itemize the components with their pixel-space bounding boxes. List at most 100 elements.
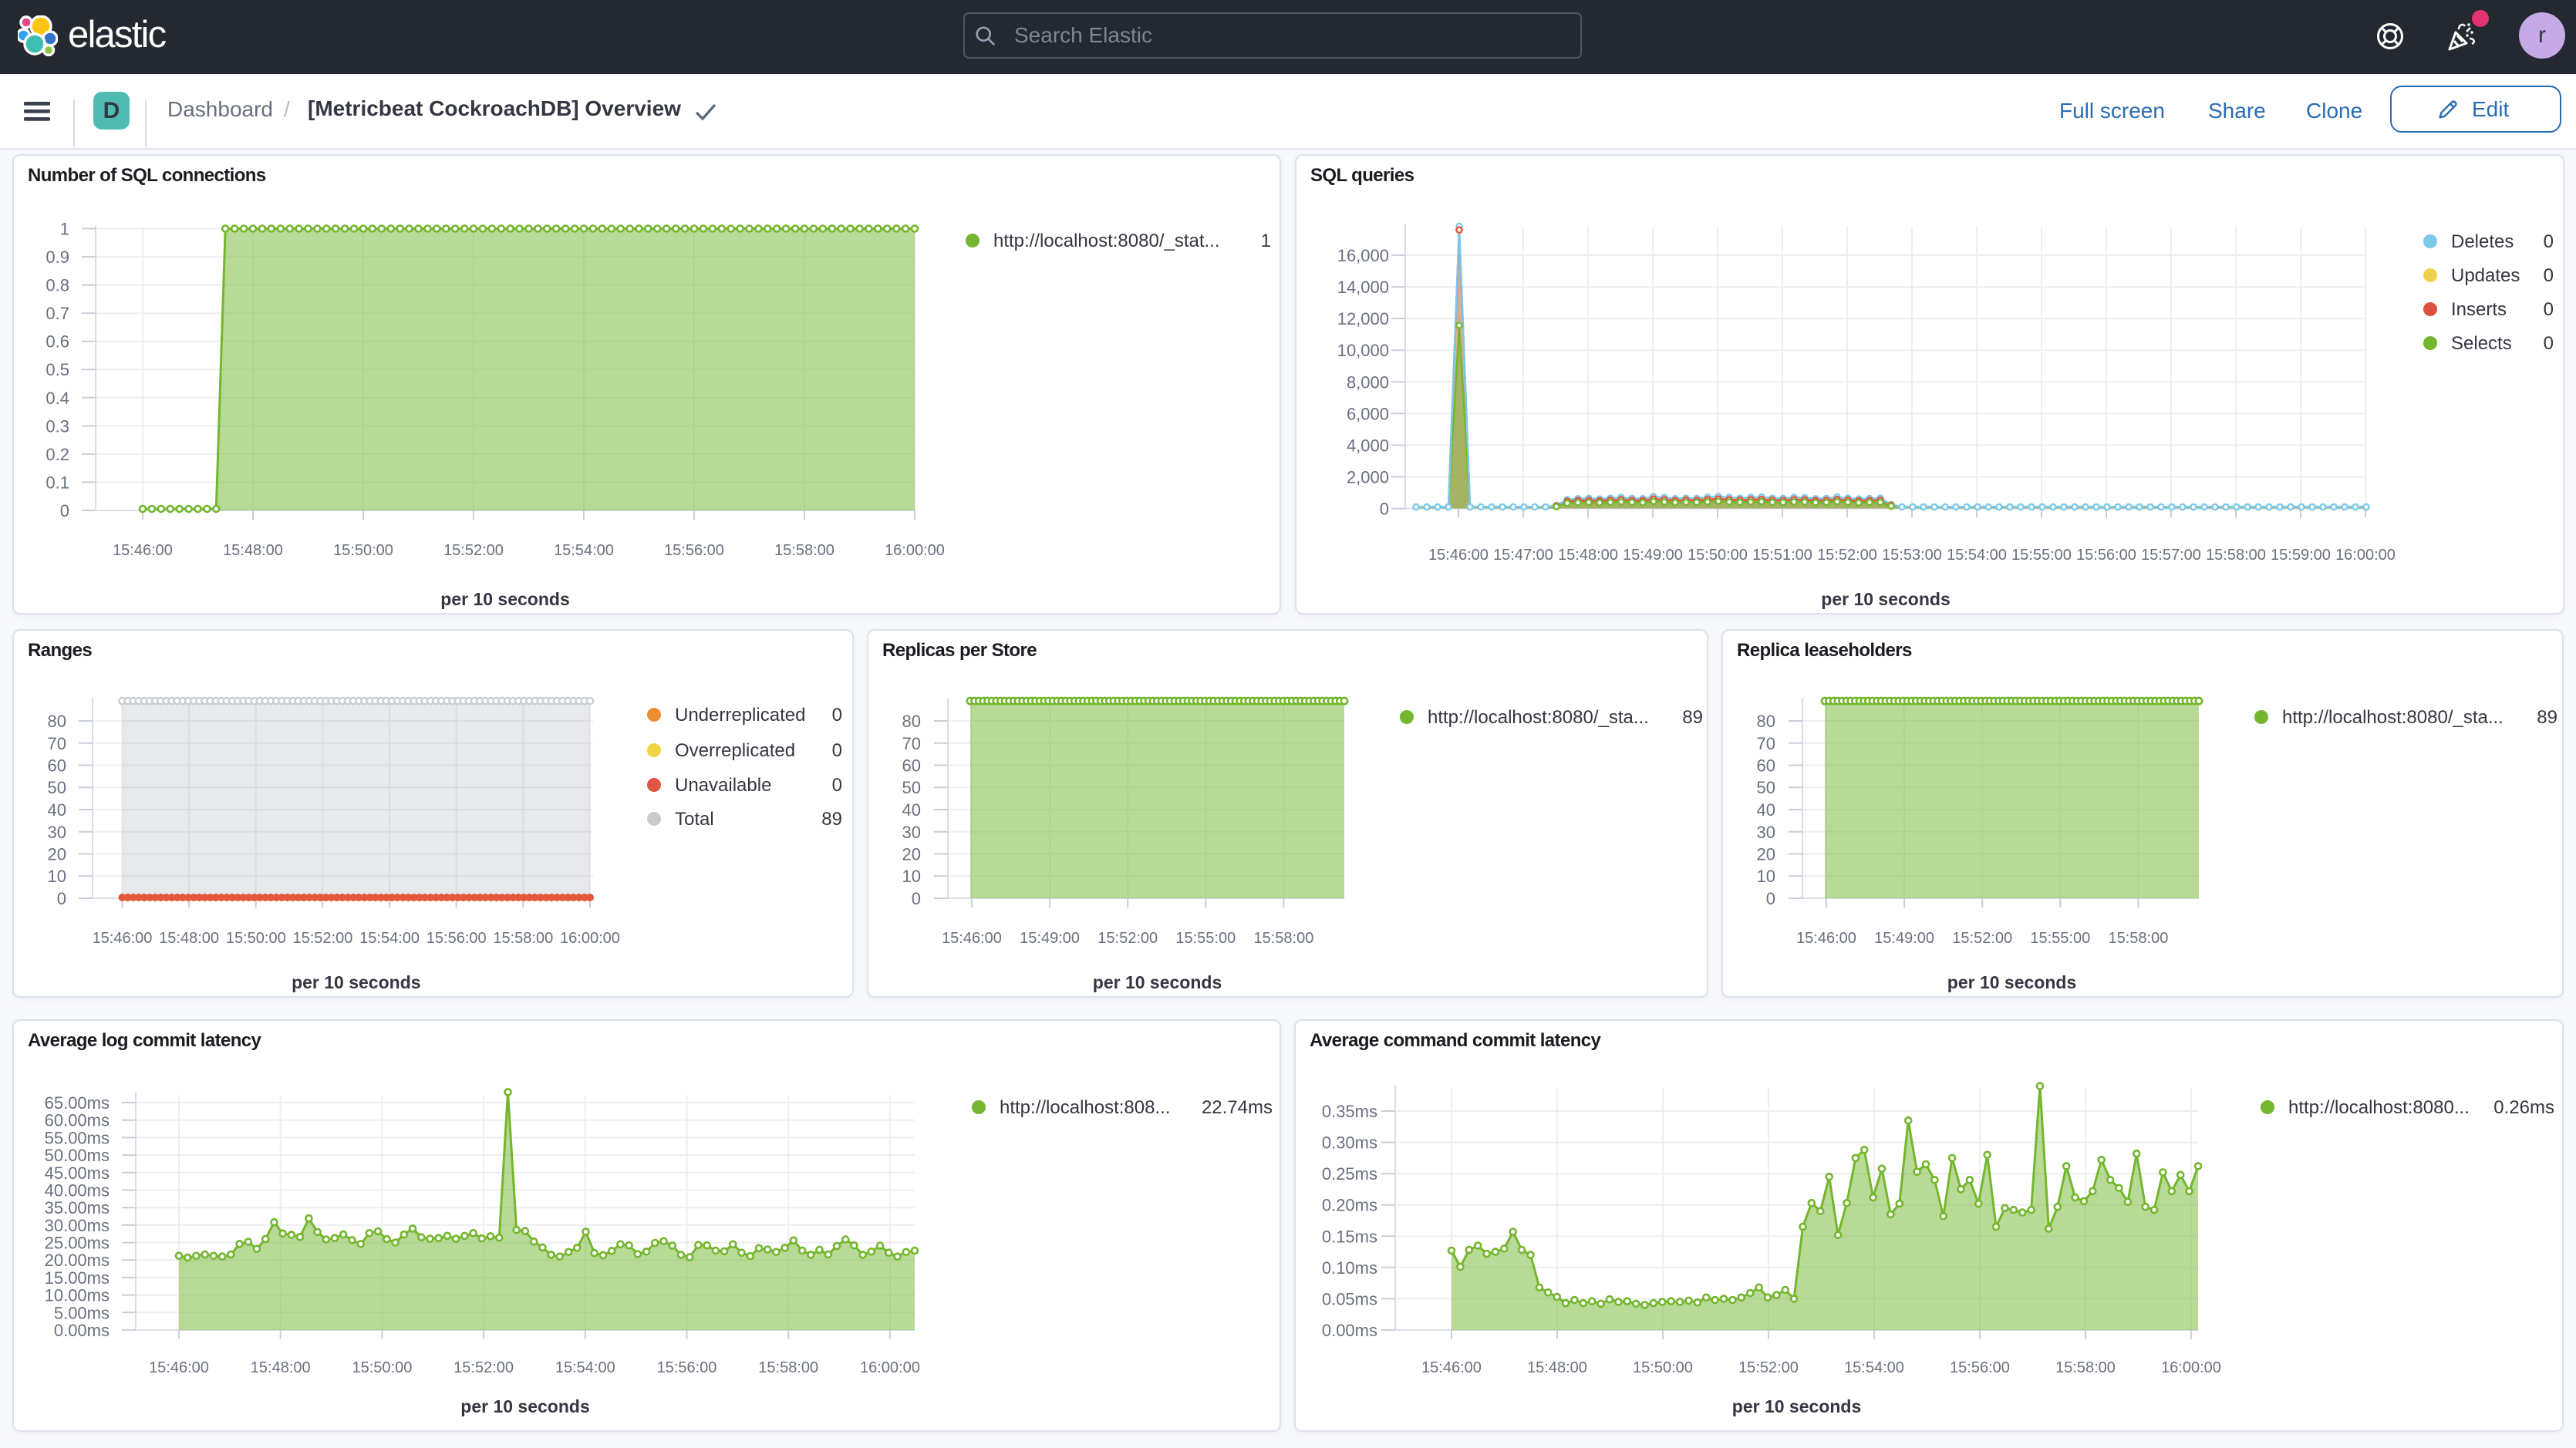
svg-text:70: 70 — [1757, 734, 1775, 753]
svg-text:80: 80 — [902, 712, 921, 731]
svg-text:Updates: Updates — [2451, 265, 2520, 286]
svg-text:15:50:00: 15:50:00 — [352, 1359, 412, 1376]
svg-text:15:52:00: 15:52:00 — [443, 542, 504, 559]
svg-text:15:58:00: 15:58:00 — [493, 930, 553, 947]
svg-text:30: 30 — [902, 823, 921, 842]
svg-text:15:58:00: 15:58:00 — [1253, 930, 1313, 947]
svg-text:45.00ms: 45.00ms — [45, 1163, 110, 1183]
svg-text:per 10 seconds: per 10 seconds — [460, 1396, 589, 1416]
svg-text:80: 80 — [1757, 712, 1775, 731]
svg-text:15:49:00: 15:49:00 — [1874, 930, 1934, 947]
svg-text:0.10ms: 0.10ms — [1322, 1258, 1377, 1278]
svg-text:0: 0 — [912, 889, 921, 908]
svg-text:15:58:00: 15:58:00 — [758, 1359, 818, 1376]
svg-text:30.00ms: 30.00ms — [45, 1216, 110, 1235]
svg-text:http://localhost:8080...: http://localhost:8080... — [2288, 1097, 2470, 1118]
svg-text:15:46:00: 15:46:00 — [942, 930, 1002, 947]
svg-text:16:00:00: 16:00:00 — [885, 542, 945, 559]
svg-text:15:50:00: 15:50:00 — [226, 930, 286, 947]
svg-text:Selects: Selects — [2451, 333, 2512, 354]
svg-text:15:46:00: 15:46:00 — [1428, 547, 1489, 564]
svg-text:15:54:00: 15:54:00 — [359, 930, 420, 947]
svg-text:50: 50 — [902, 778, 921, 797]
svg-text:8,000: 8,000 — [1347, 372, 1389, 392]
svg-text:1: 1 — [60, 220, 69, 239]
svg-text:0.00ms: 0.00ms — [54, 1321, 110, 1340]
svg-text:16:00:00: 16:00:00 — [860, 1359, 920, 1376]
svg-text:15:57:00: 15:57:00 — [2141, 547, 2201, 564]
svg-text:Total: Total — [675, 809, 714, 830]
svg-text:10,000: 10,000 — [1337, 341, 1389, 360]
svg-text:15.00ms: 15.00ms — [45, 1268, 110, 1288]
svg-text:0: 0 — [2544, 333, 2554, 354]
svg-text:15:48:00: 15:48:00 — [223, 542, 283, 559]
svg-text:10: 10 — [48, 867, 66, 886]
svg-text:60: 60 — [48, 756, 66, 776]
svg-text:15:51:00: 15:51:00 — [1752, 547, 1812, 564]
svg-text:40.00ms: 40.00ms — [45, 1181, 110, 1200]
svg-text:22.74ms: 22.74ms — [1202, 1097, 1273, 1118]
svg-text:16:00:00: 16:00:00 — [2335, 547, 2396, 564]
svg-text:http://localhost:8080/_sta...: http://localhost:8080/_sta... — [1428, 707, 1649, 728]
svg-text:0.25ms: 0.25ms — [1322, 1164, 1377, 1184]
svg-text:15:48:00: 15:48:00 — [251, 1359, 311, 1376]
svg-text:40: 40 — [902, 800, 921, 820]
svg-text:15:50:00: 15:50:00 — [1633, 1359, 1693, 1376]
svg-text:15:50:00: 15:50:00 — [1688, 547, 1748, 564]
svg-text:per 10 seconds: per 10 seconds — [1732, 1396, 1861, 1416]
svg-text:15:58:00: 15:58:00 — [774, 542, 835, 559]
svg-text:Deletes: Deletes — [2451, 231, 2514, 252]
svg-text:15:53:00: 15:53:00 — [1882, 547, 1942, 564]
svg-text:4,000: 4,000 — [1347, 436, 1389, 455]
svg-text:15:54:00: 15:54:00 — [1947, 547, 2007, 564]
svg-text:1: 1 — [1261, 231, 1271, 251]
svg-text:15:56:00: 15:56:00 — [657, 1359, 717, 1376]
svg-text:15:47:00: 15:47:00 — [1493, 547, 1553, 564]
svg-text:15:56:00: 15:56:00 — [664, 542, 724, 559]
svg-text:2,000: 2,000 — [1347, 467, 1389, 487]
svg-text:15:52:00: 15:52:00 — [453, 1359, 514, 1376]
svg-text:20.00ms: 20.00ms — [45, 1251, 110, 1270]
svg-text:20: 20 — [48, 845, 66, 864]
svg-text:per 10 seconds: per 10 seconds — [440, 589, 569, 609]
svg-text:0: 0 — [1766, 889, 1775, 908]
svg-text:89: 89 — [1682, 707, 1703, 728]
svg-text:15:49:00: 15:49:00 — [1020, 930, 1080, 947]
svg-text:15:56:00: 15:56:00 — [1950, 1359, 2010, 1376]
svg-text:http://localhost:808...: http://localhost:808... — [1000, 1097, 1170, 1118]
svg-text:0.4: 0.4 — [46, 389, 69, 408]
svg-text:0.15ms: 0.15ms — [1322, 1227, 1377, 1246]
svg-text:Underreplicated: Underreplicated — [675, 705, 805, 726]
svg-text:15:46:00: 15:46:00 — [1421, 1359, 1482, 1376]
svg-text:60: 60 — [902, 756, 921, 776]
svg-text:55.00ms: 55.00ms — [45, 1128, 110, 1147]
svg-text:70: 70 — [48, 734, 66, 753]
svg-text:20: 20 — [902, 845, 921, 864]
svg-text:Unavailable: Unavailable — [675, 775, 771, 796]
svg-text:65.00ms: 65.00ms — [45, 1093, 110, 1113]
svg-text:0.9: 0.9 — [46, 248, 69, 267]
svg-text:15:55:00: 15:55:00 — [2030, 930, 2090, 947]
svg-text:15:46:00: 15:46:00 — [93, 930, 153, 947]
svg-text:0.8: 0.8 — [46, 276, 69, 295]
svg-text:5.00ms: 5.00ms — [54, 1303, 110, 1322]
svg-text:15:56:00: 15:56:00 — [2076, 547, 2136, 564]
svg-text:15:52:00: 15:52:00 — [292, 930, 352, 947]
svg-text:0.1: 0.1 — [46, 473, 69, 492]
svg-text:30: 30 — [48, 823, 66, 842]
svg-text:0.35ms: 0.35ms — [1322, 1102, 1377, 1121]
svg-text:15:48:00: 15:48:00 — [159, 930, 219, 947]
svg-text:15:56:00: 15:56:00 — [427, 930, 487, 947]
svg-text:http://localhost:8080/_stat...: http://localhost:8080/_stat... — [993, 231, 1220, 251]
svg-text:per 10 seconds: per 10 seconds — [1821, 589, 1950, 609]
svg-text:50.00ms: 50.00ms — [45, 1146, 110, 1165]
svg-text:16:00:00: 16:00:00 — [560, 930, 620, 947]
svg-text:15:50:00: 15:50:00 — [333, 542, 393, 559]
svg-text:15:58:00: 15:58:00 — [2108, 930, 2168, 947]
svg-text:70: 70 — [902, 734, 921, 753]
svg-text:15:52:00: 15:52:00 — [1738, 1359, 1799, 1376]
svg-text:0: 0 — [2544, 299, 2554, 320]
svg-text:0.7: 0.7 — [46, 304, 69, 323]
svg-text:20: 20 — [1757, 845, 1775, 864]
svg-text:0: 0 — [2544, 265, 2554, 286]
